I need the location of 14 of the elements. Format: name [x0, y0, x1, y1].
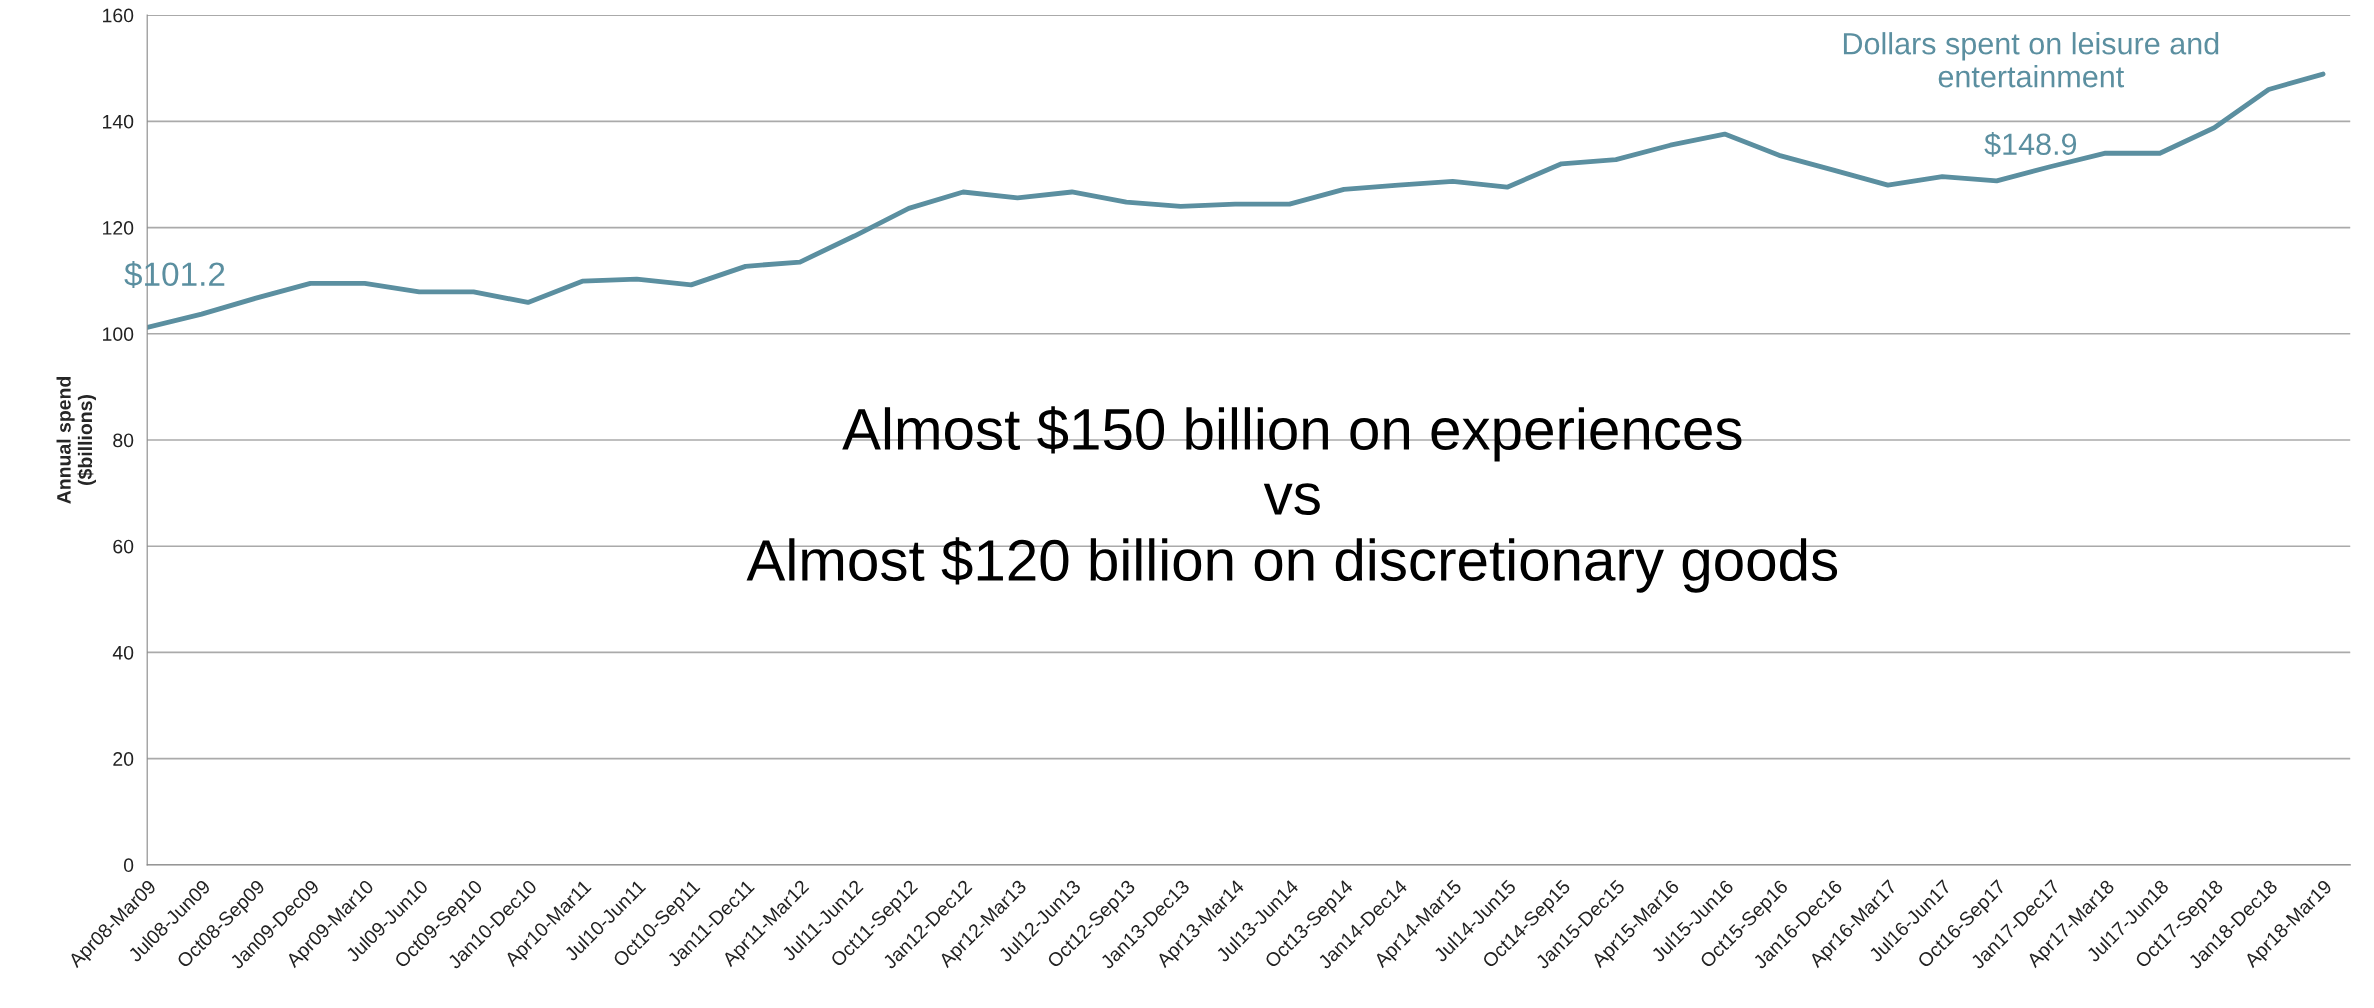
y-tick-label: 100 — [103, 327, 134, 342]
y-tick-label: 60 — [113, 539, 134, 554]
y-axis-title: Annual spend ($billions) — [56, 376, 96, 504]
annotation: Dollars spent on leisure and entertainment — [1843, 32, 2219, 88]
y-tick-label: 160 — [103, 8, 134, 23]
y-tick-label: 20 — [113, 752, 134, 766]
annotation: Almost $150 billion on experiences vs Almost $120 billion on discretionary goods — [746, 406, 1838, 593]
y-tick-label: 40 — [112, 645, 134, 660]
y-tick-label: 120 — [103, 221, 134, 235]
y-tick-label: 80 — [113, 433, 134, 448]
y-tick-label: 0 — [123, 858, 134, 873]
annotation: $101.2 — [124, 261, 225, 289]
y-tick-label: 140 — [103, 114, 134, 129]
annotation: $148.9 — [1984, 132, 2077, 157]
